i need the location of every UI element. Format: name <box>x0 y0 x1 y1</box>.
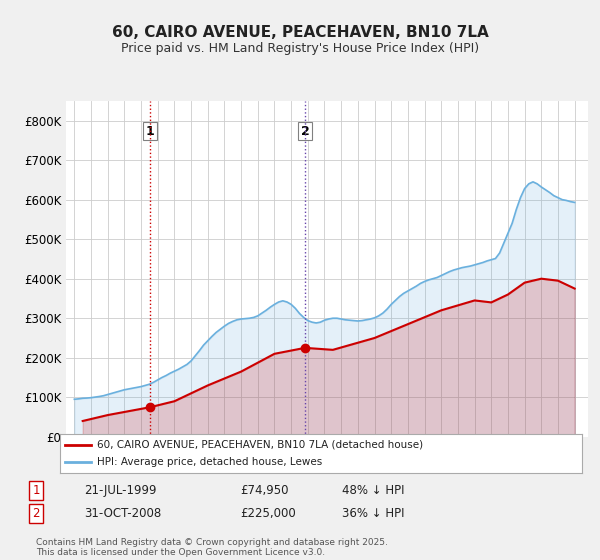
Text: 36% ↓ HPI: 36% ↓ HPI <box>342 507 404 520</box>
Text: 1: 1 <box>32 484 40 497</box>
Text: £225,000: £225,000 <box>240 507 296 520</box>
Text: 60, CAIRO AVENUE, PEACEHAVEN, BN10 7LA (detached house): 60, CAIRO AVENUE, PEACEHAVEN, BN10 7LA (… <box>97 440 422 450</box>
Text: £74,950: £74,950 <box>240 484 289 497</box>
Text: Contains HM Land Registry data © Crown copyright and database right 2025.
This d: Contains HM Land Registry data © Crown c… <box>36 538 388 557</box>
Text: 2: 2 <box>32 507 40 520</box>
Text: HPI: Average price, detached house, Lewes: HPI: Average price, detached house, Lewe… <box>97 457 322 467</box>
Text: 60, CAIRO AVENUE, PEACEHAVEN, BN10 7LA: 60, CAIRO AVENUE, PEACEHAVEN, BN10 7LA <box>112 25 488 40</box>
Text: 2: 2 <box>301 124 310 138</box>
Text: 21-JUL-1999: 21-JUL-1999 <box>84 484 157 497</box>
Text: 1: 1 <box>146 124 155 138</box>
Text: Price paid vs. HM Land Registry's House Price Index (HPI): Price paid vs. HM Land Registry's House … <box>121 42 479 55</box>
Text: 48% ↓ HPI: 48% ↓ HPI <box>342 484 404 497</box>
Text: 31-OCT-2008: 31-OCT-2008 <box>84 507 161 520</box>
